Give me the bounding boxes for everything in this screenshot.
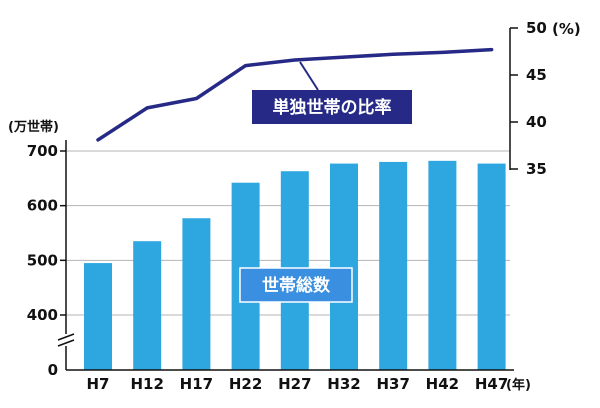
left-tick-label: 700 (27, 142, 58, 160)
x-tick-label: H37 (376, 375, 409, 393)
right-axis-unit: (%) (552, 20, 581, 38)
x-axis-unit: (年) (506, 377, 531, 393)
line-series-label: 単独世帯の比率 (252, 90, 412, 124)
line-point (293, 58, 297, 62)
axis-break-marker (57, 333, 75, 347)
line-point (391, 52, 395, 56)
bar (182, 218, 211, 370)
line-point (244, 64, 248, 68)
bar (477, 163, 506, 370)
bar (133, 241, 162, 370)
bar (428, 160, 457, 370)
bar-series (84, 160, 506, 370)
line-point (194, 97, 198, 100)
line-point (342, 55, 346, 59)
bar-series-label: 世帯総数 (239, 267, 353, 303)
right-axis-ticks: 35 40 45 50 (510, 19, 547, 178)
right-tick-label: 50 (526, 19, 547, 37)
line-point (145, 106, 149, 110)
left-tick-label: 600 (27, 197, 58, 215)
x-tick-label: H22 (229, 375, 262, 393)
x-axis-ticks: H7 H12 H17 H22 H27 H32 H37 H42 H47 (87, 375, 509, 393)
line-series-label-text: 単独世帯の比率 (273, 97, 392, 118)
line-series (96, 47, 494, 142)
bar (84, 263, 112, 370)
x-tick-label: H7 (87, 375, 110, 393)
x-tick-label: H47 (475, 375, 508, 393)
line-point (490, 48, 494, 52)
axes (57, 28, 514, 371)
x-tick-label: H12 (130, 375, 163, 393)
x-tick-label: H32 (327, 375, 360, 393)
bar-series-label-text: 世帯総数 (262, 275, 331, 296)
line-point (96, 138, 100, 142)
left-tick-label: 0 (48, 361, 58, 379)
line-label-pointer (299, 61, 319, 91)
bar (379, 161, 408, 370)
bar (330, 163, 358, 370)
left-tick-label: 400 (27, 306, 58, 324)
line-point (440, 50, 444, 54)
x-tick-label: H42 (426, 375, 459, 393)
left-tick-label: 500 (27, 251, 58, 269)
right-tick-label: 45 (526, 66, 547, 84)
left-axis-unit: (万世帯) (8, 119, 59, 135)
right-tick-label: 40 (526, 113, 547, 131)
x-tick-label: H17 (180, 375, 213, 393)
x-tick-label: H27 (278, 375, 311, 393)
left-axis-ticks: 0 400 500 600 700 (27, 142, 66, 379)
right-tick-label: 35 (526, 160, 547, 178)
